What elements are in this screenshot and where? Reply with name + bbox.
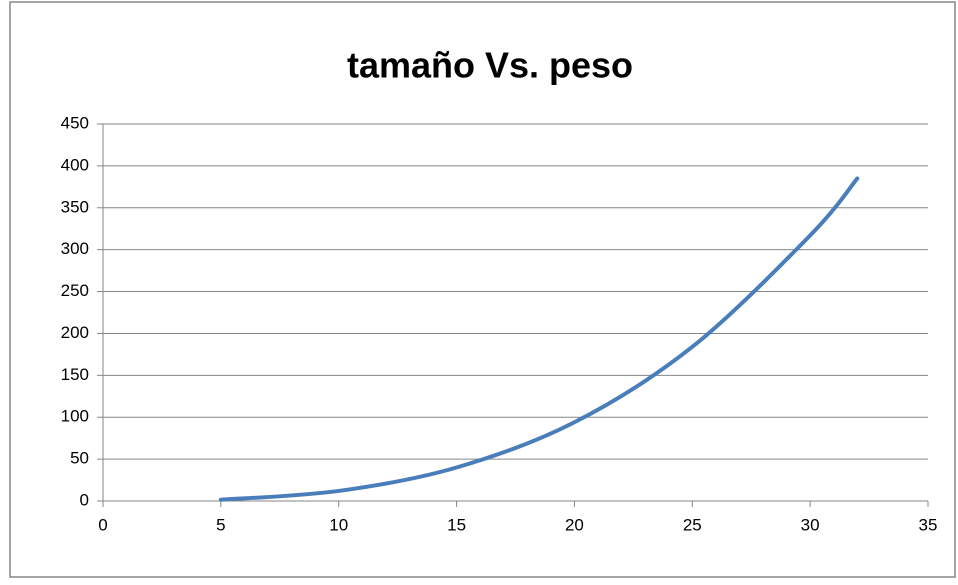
x-tick-label: 20 (565, 515, 584, 534)
y-tick-label: 400 (61, 155, 89, 174)
x-tick-label: 0 (98, 515, 107, 534)
chart-title: tamaño Vs. peso (347, 45, 633, 86)
y-tick-label: 0 (80, 490, 89, 509)
y-tick-label: 450 (61, 113, 89, 132)
y-tick-label: 300 (61, 239, 89, 258)
x-tick-label: 35 (919, 515, 938, 534)
x-tick-label: 15 (447, 515, 466, 534)
y-tick-label: 250 (61, 281, 89, 300)
x-tick-label: 10 (329, 515, 348, 534)
x-tick-label: 25 (683, 515, 702, 534)
y-tick-label: 350 (61, 197, 89, 216)
x-tick-label: 30 (801, 515, 820, 534)
y-tick-label: 100 (61, 407, 89, 426)
x-tick-label: 5 (216, 515, 225, 534)
y-tick-label: 150 (61, 365, 89, 384)
y-tick-label: 50 (70, 449, 89, 468)
y-tick-label: 200 (61, 323, 89, 342)
data-line (218, 176, 860, 502)
chart-frame (9, 1, 956, 578)
